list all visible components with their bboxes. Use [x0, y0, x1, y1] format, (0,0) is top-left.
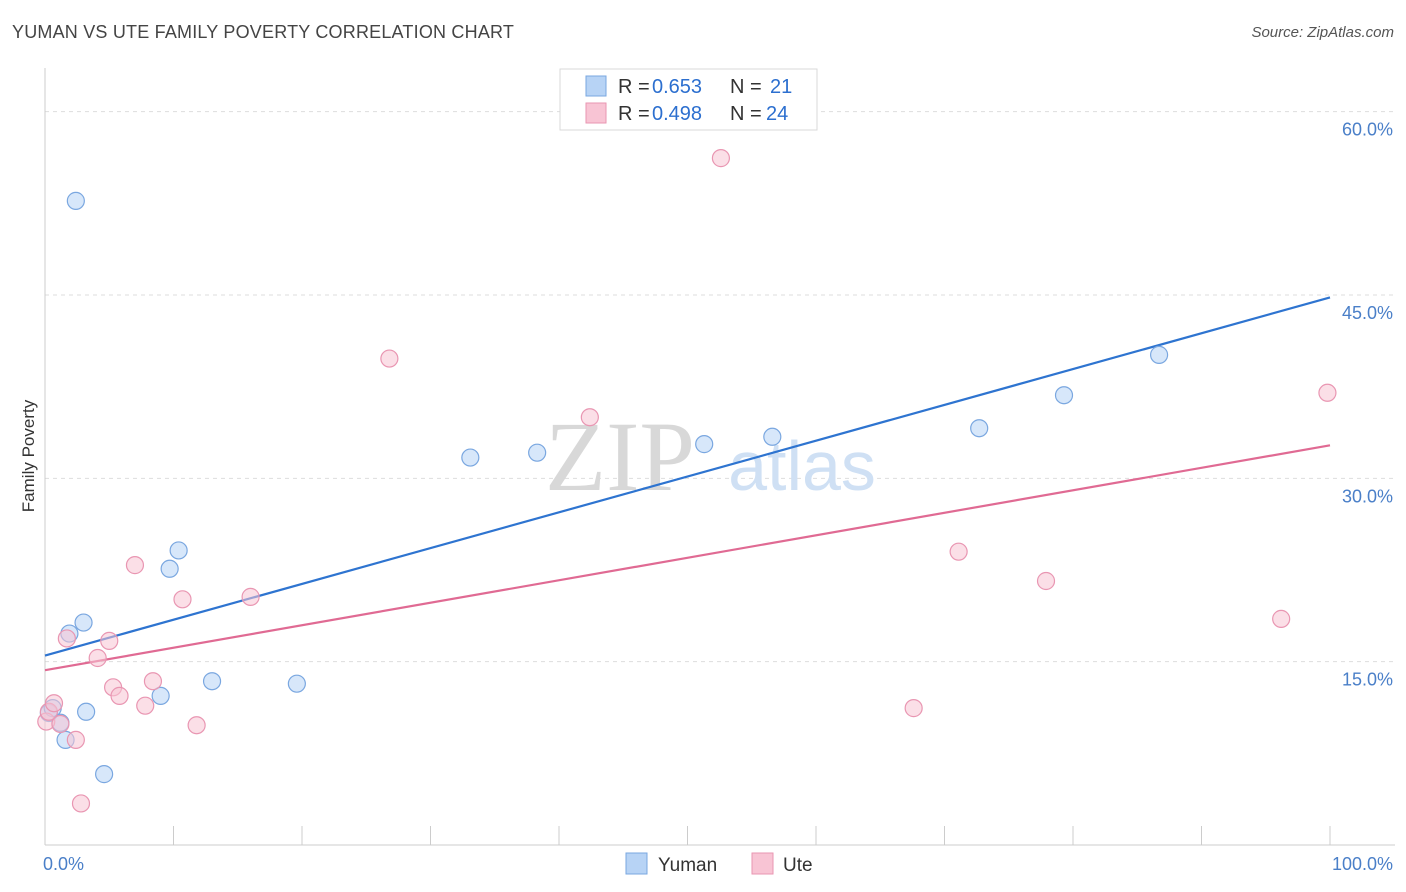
point-ute-4 [57, 629, 76, 648]
point-ute-13 [143, 672, 163, 691]
legend-n-label-ute: N = [730, 103, 762, 125]
point-yuman-13 [287, 674, 306, 693]
point-ute-12 [136, 696, 155, 715]
axes [44, 68, 1395, 846]
series-swatch-ute [751, 852, 774, 875]
data-points [37, 149, 1337, 813]
point-ute-20 [904, 699, 923, 718]
point-yuman-14 [461, 448, 480, 467]
chart-source: Source: ZipAtlas.com [1251, 24, 1394, 41]
point-yuman-8 [95, 765, 114, 784]
series-swatch-yuman [625, 852, 648, 875]
point-ute-10 [110, 686, 129, 705]
y-tick-label-2: 45.0% [1342, 303, 1393, 323]
series-label-yuman: Yuman [658, 855, 717, 876]
legend-n-ute: 24 [766, 103, 788, 125]
point-ute-8 [100, 631, 119, 650]
point-ute-3 [51, 714, 70, 734]
point-ute-15 [187, 716, 206, 735]
point-ute-19 [711, 149, 731, 168]
grid-lines [45, 111, 1395, 663]
point-yuman-9 [151, 686, 170, 705]
series-label-ute: Ute [783, 855, 813, 876]
watermark-atlas: atlas [728, 427, 876, 505]
y-axis-label: Family Poverty [19, 399, 38, 512]
series-legend: Yuman Ute [625, 852, 813, 876]
point-ute-7 [88, 648, 107, 668]
chart-title: YUMAN VS UTE FAMILY POVERTY CORRELATION … [12, 22, 515, 42]
point-ute-23 [1272, 609, 1291, 628]
point-yuman-17 [763, 427, 782, 446]
legend-swatch-yuman [585, 75, 607, 97]
legend-n-label-yuman: N = [730, 76, 762, 98]
point-yuman-19 [1054, 386, 1074, 405]
y-tick-label-1: 30.0% [1342, 486, 1393, 506]
point-ute-2 [44, 694, 64, 713]
point-ute-21 [949, 542, 968, 561]
point-ute-22 [1036, 571, 1056, 591]
legend-swatch-ute [585, 102, 607, 124]
point-ute-17 [380, 349, 399, 368]
point-ute-5 [66, 730, 85, 749]
point-yuman-6 [74, 613, 93, 632]
point-yuman-15 [528, 443, 547, 462]
point-yuman-20 [1149, 345, 1169, 364]
legend-r-label-ute: R = [618, 103, 650, 125]
watermark-zip: ZIP [545, 401, 695, 512]
watermark: ZIP atlas [545, 401, 876, 512]
x-tick-label-1: 100.0% [1332, 854, 1393, 874]
trend-line-ute [44, 444, 1331, 672]
point-yuman-18 [970, 419, 989, 438]
legend-r-yuman: 0.653 [652, 76, 702, 98]
point-ute-16 [241, 587, 260, 606]
point-ute-14 [173, 590, 192, 609]
legend-n-yuman: 21 [770, 76, 792, 98]
point-yuman-7 [77, 702, 96, 721]
legend-r-ute: 0.498 [652, 103, 702, 125]
trend-line-yuman [44, 296, 1331, 657]
point-ute-6 [71, 794, 91, 813]
x-tick-label-0: 0.0% [43, 854, 84, 874]
y-tick-label-3: 60.0% [1342, 120, 1393, 140]
y-tick-label-0: 15.0% [1342, 670, 1393, 690]
point-ute-11 [125, 556, 145, 575]
stats-legend: R = 0.653 N = 21 R = 0.498 N = 24 [559, 68, 818, 131]
point-yuman-16 [695, 435, 714, 454]
point-ute-18 [580, 408, 599, 427]
point-ute-24 [1318, 383, 1337, 402]
tick-labels: 15.0% 30.0% 45.0% 60.0% 0.0% 100.0% [43, 120, 1393, 874]
point-yuman-10 [160, 559, 179, 578]
legend-r-label-yuman: R = [618, 76, 650, 98]
point-yuman-5 [66, 191, 85, 210]
point-yuman-12 [202, 672, 222, 691]
point-yuman-11 [169, 541, 188, 560]
